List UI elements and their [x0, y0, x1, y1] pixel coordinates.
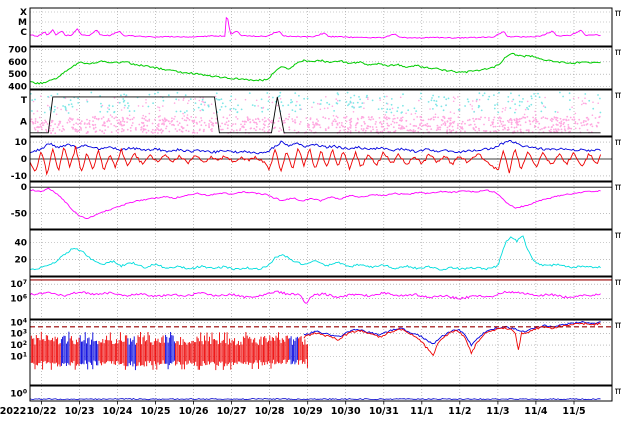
x-tick-label: 10/26: [179, 406, 209, 417]
y-axis-labels: 700 600 500 400: [8, 46, 27, 93]
x-tick-label: 10/22: [26, 406, 56, 417]
y-tick-label: 700: [8, 46, 27, 56]
t-dots-scatter: [29, 91, 602, 114]
panel-border: [29, 276, 613, 320]
y-tick-label: C: [20, 28, 27, 38]
bt-field-line: [29, 139, 601, 155]
y-tick-label: 0: [21, 155, 27, 165]
x-tick-label: 11/4: [524, 406, 548, 417]
panel-right-marker-icon: [615, 322, 621, 328]
y-tick-label: 20: [14, 255, 27, 265]
panel-right-marker-icon: [615, 49, 621, 55]
panel-border: [29, 181, 613, 230]
x-tick-label: 11/5: [562, 406, 585, 417]
panel-border: [29, 136, 613, 182]
x-tick-label: 11/1: [410, 406, 433, 417]
panel-right-marker-icon: [615, 388, 621, 394]
x-tick-label: 11/2: [448, 406, 471, 417]
panel-border: [29, 385, 613, 402]
year-label: 2022: [0, 406, 26, 417]
y-tick-label: -10: [11, 172, 27, 182]
x-tick-label: 10/27: [217, 406, 247, 417]
x-tick-label: 10/30: [331, 406, 361, 417]
panel-bottom: 100: [10, 385, 621, 402]
panel-border: [29, 46, 613, 90]
x-tick-label: 10/28: [255, 406, 285, 417]
bz-field-line: [29, 145, 602, 176]
y-axis-labels: 0 -50: [11, 183, 27, 219]
y-axis-labels: TA: [20, 96, 28, 127]
y-tick-label: 500: [8, 70, 27, 80]
x-tick-label: 10/29: [293, 406, 323, 417]
panel-border: [29, 7, 613, 47]
panel-right-marker-icon: [615, 232, 621, 238]
panel-right-marker-icon: [615, 279, 621, 285]
gridlines: [30, 230, 612, 276]
panel-right-marker-icon: [615, 92, 621, 98]
panel-border: [29, 319, 613, 386]
panel-imf: 10 0 -10: [11, 136, 621, 182]
a-dots-upper-scatter: [32, 95, 599, 118]
y-tick-label: 107: [10, 279, 27, 290]
y-tick-label: 10: [14, 138, 27, 148]
y-tick-label: -50: [11, 209, 27, 219]
y-tick-label: A: [20, 117, 27, 127]
bottom-line-line: [29, 398, 601, 401]
y-tick-label: 400: [8, 83, 27, 93]
y-axis-labels: 10 0 -10: [11, 138, 27, 182]
y-tick-label: X: [20, 8, 27, 18]
y-tick-label: 102: [10, 340, 27, 351]
x-tick-label: 10/25: [141, 406, 171, 417]
panel-dst: 0 -50: [11, 181, 621, 230]
gridlines: [30, 277, 612, 319]
x-tick-label: 11/3: [486, 406, 509, 417]
y-tick-label: 600: [8, 58, 27, 68]
gridlines: [30, 8, 612, 46]
y-tick-label: 104: [10, 317, 27, 328]
xray-flux-line: [29, 16, 601, 39]
proton-flux-line: [29, 290, 601, 304]
x-axis: 10/22 10/23 10/24 10/25 10/26 10/27 10/28 10/29…: [0, 401, 586, 417]
x-tick-label: 10/31: [369, 406, 399, 417]
panel-border: [29, 89, 613, 137]
y-tick-label: M: [18, 18, 27, 28]
y-axis-labels: 40 20: [14, 239, 27, 266]
panel-xray: XMC: [18, 7, 621, 47]
y-tick-label: 0: [21, 183, 27, 193]
panel-solar-wind: 700 600 500 400: [8, 46, 621, 93]
status-step-line: [30, 96, 601, 134]
panel-activity: TA: [20, 89, 621, 137]
electron-red-line: [303, 322, 601, 357]
dst-index-line: [29, 187, 601, 220]
plasma-density-line: [29, 235, 601, 271]
panel-density: 40 20: [14, 229, 621, 277]
y-tick-label: 103: [10, 329, 27, 340]
y-tick-label: 101: [10, 352, 27, 363]
y-tick-label: 106: [10, 294, 27, 305]
solar-wind-speed-line: [29, 52, 601, 85]
x-tick-label: 10/23: [65, 406, 95, 417]
panel-border: [29, 229, 613, 277]
x-tick-label: 10/24: [103, 406, 133, 417]
panel-right-marker-icon: [615, 184, 621, 190]
y-tick-label: 40: [14, 239, 27, 249]
panel-right-marker-icon: [615, 139, 621, 145]
gridlines: [41, 386, 575, 401]
y-tick-label: T: [21, 96, 28, 106]
y-axis-labels: 100: [10, 389, 27, 400]
y-tick-label: 100: [10, 389, 27, 400]
y-axis-labels: XMC: [18, 8, 27, 38]
gridlines: [30, 182, 612, 229]
panel-right-marker-icon: [615, 10, 621, 16]
electron-noise-band: [29, 331, 308, 371]
